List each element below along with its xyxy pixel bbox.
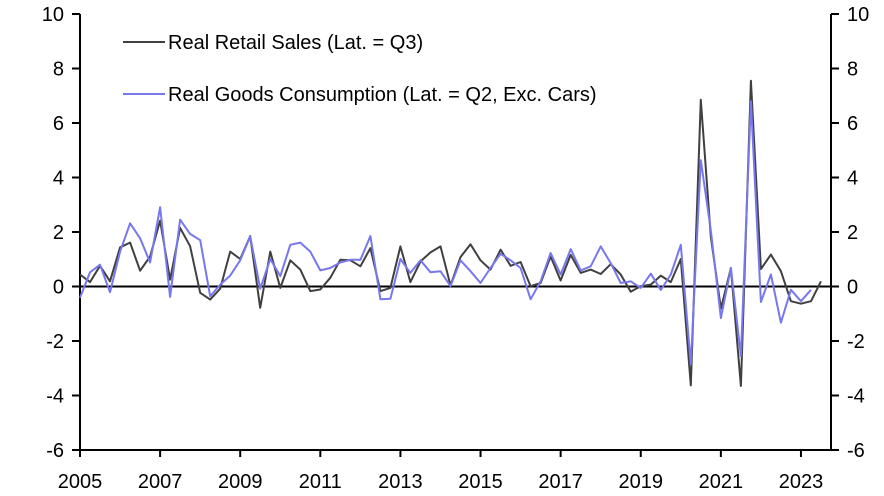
series-group (79, 79, 822, 387)
y-tick-label-left: 0 (53, 277, 64, 299)
x-tick-label: 2013 (378, 471, 423, 493)
legend-label-retail-sales: Real Retail Sales (Lat. = Q3) (168, 32, 423, 54)
series-line-goods-consumption (79, 100, 812, 366)
y-tick-label-left: -4 (46, 386, 64, 408)
y-tick-label-right: -4 (847, 386, 865, 408)
legend: Real Retail Sales (Lat. = Q3) Real Goods… (123, 32, 597, 106)
y-tick-label-right: 0 (847, 277, 858, 299)
y-tick-label-left: 8 (53, 59, 64, 81)
y-tick-label-right: 8 (847, 59, 858, 81)
x-tick-label: 2007 (138, 471, 183, 493)
y-tick-label-right: 6 (847, 113, 858, 135)
x-tick-label: 2009 (218, 471, 263, 493)
y-tick-label-left: 4 (53, 168, 64, 190)
y-tick-label-right: 2 (847, 222, 858, 244)
x-tick-label: 2005 (58, 471, 103, 493)
y-tick-label-right: 4 (847, 168, 858, 190)
legend-label-goods-consumption: Real Goods Consumption (Lat. = Q2, Exc. … (168, 84, 597, 106)
y-tick-label-left: -2 (46, 331, 64, 353)
y-tick-label-right: 10 (847, 4, 869, 26)
x-tick-label: 2021 (699, 471, 744, 493)
y-tick-label-left: -6 (46, 440, 64, 462)
x-tick-label: 2017 (538, 471, 583, 493)
y-tick-label-right: -2 (847, 331, 865, 353)
axes: 10 10 8 8 6 6 4 4 2 2 0 0 -2 -2 -4 -4 -6 -6 2005 2007 2009 20… (42, 4, 870, 493)
y-tick-label-left: 6 (53, 113, 64, 135)
x-tick-label: 2011 (299, 471, 342, 493)
x-tick-label: 2019 (618, 471, 663, 493)
y-tick-label-left: 2 (53, 222, 64, 244)
x-tick-label: 2015 (458, 471, 503, 493)
y-tick-label-right: -6 (847, 440, 865, 462)
y-tick-label-left: 10 (42, 4, 64, 26)
x-tick-label: 2023 (779, 471, 824, 493)
